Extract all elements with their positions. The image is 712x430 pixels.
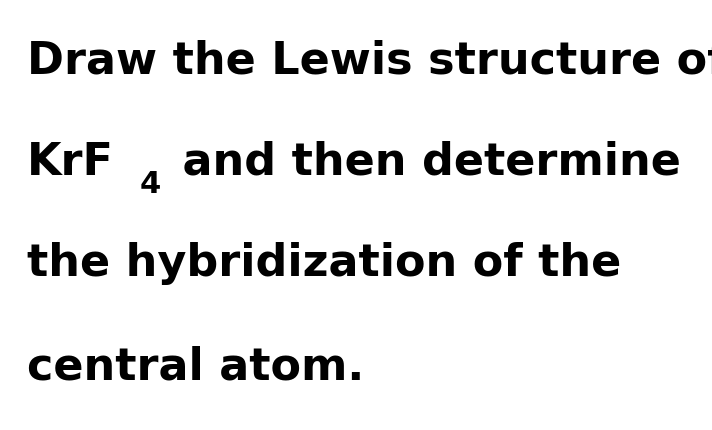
Text: KrF: KrF	[27, 140, 114, 183]
Text: Draw the Lewis structure of: Draw the Lewis structure of	[27, 39, 712, 82]
Text: and then determine: and then determine	[167, 140, 681, 183]
Text: central atom.: central atom.	[27, 344, 365, 387]
Text: 4: 4	[139, 169, 160, 198]
Text: the hybridization of the: the hybridization of the	[27, 241, 622, 284]
